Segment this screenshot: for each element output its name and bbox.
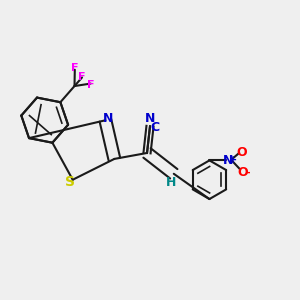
- Text: C: C: [150, 121, 159, 134]
- Text: F: F: [78, 72, 86, 82]
- Text: N: N: [145, 112, 155, 125]
- Text: N: N: [103, 112, 113, 125]
- Text: S: S: [65, 175, 75, 189]
- Text: O: O: [236, 146, 247, 159]
- Text: +: +: [229, 154, 237, 164]
- Text: O: O: [238, 167, 248, 179]
- Text: F: F: [87, 80, 94, 90]
- Text: N: N: [223, 154, 233, 167]
- Text: H: H: [166, 176, 176, 189]
- Text: F: F: [71, 63, 79, 73]
- Text: -: -: [245, 168, 250, 178]
